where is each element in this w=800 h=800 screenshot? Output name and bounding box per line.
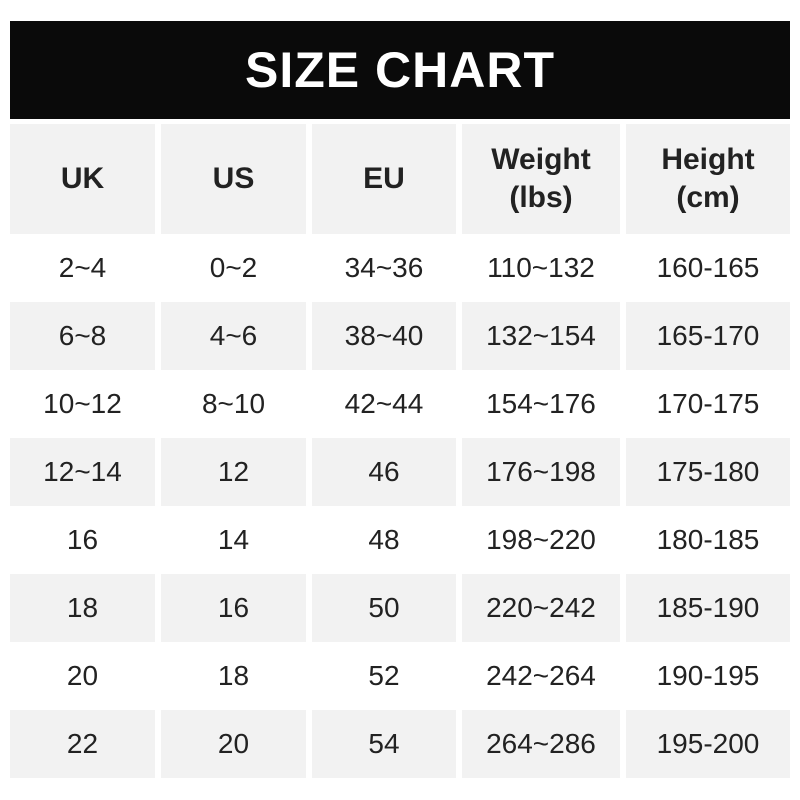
cell-us-row-2: 4~6 xyxy=(161,302,306,370)
cell-height-row-7: 190-195 xyxy=(626,642,790,710)
column-header-uk: UK xyxy=(10,124,155,234)
cell-eu-row-2: 38~40 xyxy=(312,302,456,370)
cell-uk-row-6: 18 xyxy=(10,574,155,642)
cell-weight-row-3: 154~176 xyxy=(462,370,620,438)
cell-uk-row-3: 10~12 xyxy=(10,370,155,438)
cell-height-row-2: 165-170 xyxy=(626,302,790,370)
cell-height-row-4: 175-180 xyxy=(626,438,790,506)
page-title: SIZE CHART xyxy=(245,42,555,98)
cell-us-row-4: 12 xyxy=(161,438,306,506)
column-header-height: Height (cm) xyxy=(626,124,790,234)
column-label: EU xyxy=(363,162,405,195)
column-label: US xyxy=(212,162,255,195)
cell-uk-row-4: 12~14 xyxy=(10,438,155,506)
cell-height-row-5: 180-185 xyxy=(626,506,790,574)
cell-weight-row-8: 264~286 xyxy=(462,710,620,778)
cell-eu-row-1: 34~36 xyxy=(312,234,456,302)
cell-height-row-6: 185-190 xyxy=(626,574,790,642)
cell-height-row-3: 170-175 xyxy=(626,370,790,438)
cell-us-row-3: 8~10 xyxy=(161,370,306,438)
cell-eu-row-8: 54 xyxy=(312,710,456,778)
cell-uk-row-1: 2~4 xyxy=(10,234,155,302)
cell-eu-row-5: 48 xyxy=(312,506,456,574)
size-chart-table: UK US EU Weight (lbs) Height (cm) 2~4 0~2 34~36 11… xyxy=(10,124,790,778)
column-unit: (lbs) xyxy=(509,181,573,214)
cell-uk-row-8: 22 xyxy=(10,710,155,778)
cell-eu-row-7: 52 xyxy=(312,642,456,710)
cell-eu-row-4: 46 xyxy=(312,438,456,506)
cell-weight-row-5: 198~220 xyxy=(462,506,620,574)
column-label: UK xyxy=(60,162,105,195)
cell-us-row-6: 16 xyxy=(161,574,306,642)
cell-weight-row-4: 176~198 xyxy=(462,438,620,506)
column-header-eu: EU xyxy=(312,124,456,234)
column-header-weight: Weight (lbs) xyxy=(462,124,620,234)
cell-us-row-7: 18 xyxy=(161,642,306,710)
cell-eu-row-3: 42~44 xyxy=(312,370,456,438)
cell-weight-row-1: 110~132 xyxy=(462,234,620,302)
column-label: Weight xyxy=(491,143,591,176)
cell-us-row-5: 14 xyxy=(161,506,306,574)
title-banner: SIZE CHART xyxy=(10,21,790,119)
column-label: Height xyxy=(661,143,755,176)
cell-height-row-1: 160-165 xyxy=(626,234,790,302)
cell-us-row-8: 20 xyxy=(161,710,306,778)
column-unit: (cm) xyxy=(676,181,740,214)
column-header-us: US xyxy=(161,124,306,234)
cell-weight-row-6: 220~242 xyxy=(462,574,620,642)
cell-uk-row-2: 6~8 xyxy=(10,302,155,370)
cell-weight-row-2: 132~154 xyxy=(462,302,620,370)
cell-eu-row-6: 50 xyxy=(312,574,456,642)
cell-weight-row-7: 242~264 xyxy=(462,642,620,710)
cell-uk-row-7: 20 xyxy=(10,642,155,710)
cell-height-row-8: 195-200 xyxy=(626,710,790,778)
cell-us-row-1: 0~2 xyxy=(161,234,306,302)
cell-uk-row-5: 16 xyxy=(10,506,155,574)
